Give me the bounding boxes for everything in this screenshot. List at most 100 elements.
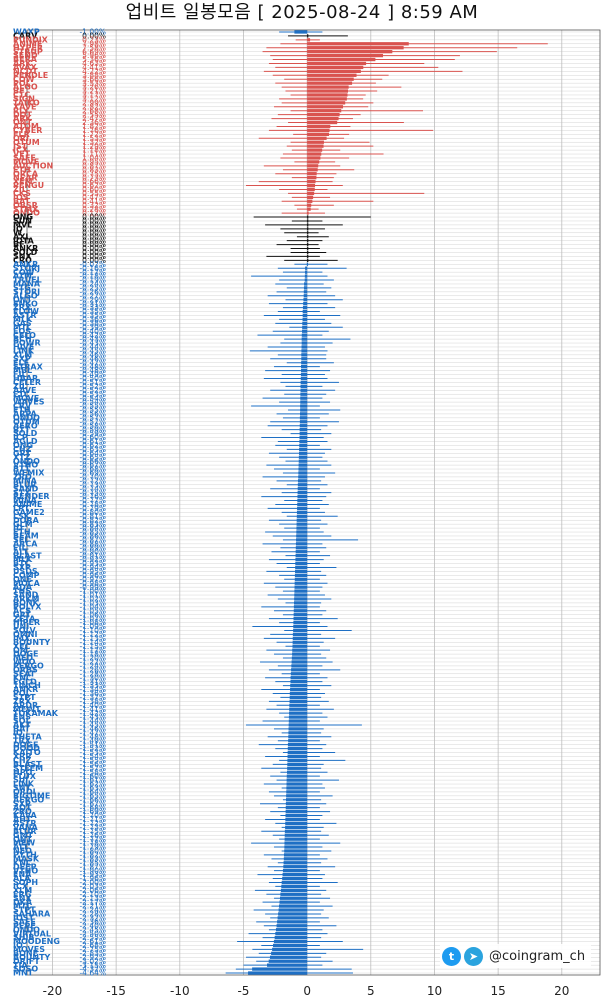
candle-body: [278, 904, 308, 908]
candle-body: [291, 664, 308, 668]
change-label: -0.46%: [79, 350, 106, 359]
ticker-label: SEAT: [13, 669, 36, 678]
candle-body: [288, 739, 308, 743]
ticker-label: SAFE: [13, 917, 36, 926]
change-label: -0.94%: [79, 563, 106, 572]
change-label: -0.42%: [79, 331, 106, 340]
candle-body: [304, 278, 308, 282]
candle-body: [300, 384, 308, 388]
change-label: 0.00%: [82, 236, 106, 245]
ticker-label: ERG: [13, 890, 31, 899]
change-label: -1.41%: [79, 705, 106, 714]
change-label: 4.22%: [82, 67, 106, 76]
candle-body: [275, 932, 308, 936]
ticker-label: BERA: [13, 55, 38, 64]
ticker-label: ZIL: [13, 185, 27, 194]
telegram-icon: ➤: [464, 946, 483, 966]
ticker-label: MEWT: [13, 705, 41, 714]
change-label: -1.82%: [79, 851, 106, 860]
candle-body: [272, 947, 308, 952]
change-label: -1.90%: [79, 866, 106, 875]
candle-body: [291, 656, 308, 660]
ticker-label: CTC: [13, 91, 30, 100]
ticker-label: STORJ: [13, 264, 40, 273]
ticker-label: PENDLE: [13, 71, 48, 80]
ticker-label: STORJ: [13, 287, 40, 296]
change-label: -0.35%: [79, 311, 106, 320]
change-label: 0.47%: [82, 193, 106, 202]
ticker-label: TRUEL: [13, 276, 42, 285]
candle-body: [300, 396, 308, 400]
candle-body: [307, 101, 346, 105]
ticker-label: SUN: [13, 217, 32, 226]
candle-body: [287, 766, 308, 770]
candle-body: [296, 538, 308, 542]
ticker-label: WEMIX: [13, 469, 45, 478]
candle-body: [293, 628, 308, 633]
change-label: -0.68%: [79, 465, 106, 474]
change-label: -1.38%: [79, 697, 106, 706]
change-label: 0.62%: [82, 181, 106, 190]
change-label: -1.45%: [79, 721, 106, 730]
change-label: -3.15%: [79, 961, 106, 970]
change-label: 0.73%: [82, 173, 106, 182]
candle-body: [297, 483, 308, 487]
candle-body: [307, 105, 344, 109]
change-label: 0.83%: [82, 165, 106, 174]
ticker-label: KNC: [13, 858, 32, 867]
candle-body: [278, 908, 308, 912]
ticker-label: STRUP: [13, 47, 43, 56]
ticker-label: SEI: [13, 536, 27, 545]
candle-body: [301, 337, 308, 341]
candle-body: [302, 313, 308, 318]
ticker-label: MINA: [13, 476, 38, 485]
change-label: -1.77%: [79, 835, 106, 844]
ticker-label: AXL: [13, 232, 30, 241]
ticker-label: XLM: [13, 350, 32, 359]
candle-body: [298, 475, 308, 479]
candle-body: [300, 380, 308, 385]
change-label: 0.87%: [82, 161, 106, 170]
change-label: 7.98%: [82, 39, 106, 48]
candle-body: [301, 341, 308, 345]
ticker-label: ADA: [13, 583, 33, 592]
candle-body: [297, 491, 308, 495]
ticker-label: SIGN: [13, 95, 35, 104]
ticker-label: ZRX: [13, 303, 32, 312]
candle-body: [298, 463, 308, 467]
change-label: -1.65%: [79, 791, 106, 800]
change-label: 2.68%: [82, 106, 106, 115]
change-label: -1.64%: [79, 788, 106, 797]
ticker-label: MASK: [13, 854, 40, 863]
candle-body: [307, 183, 316, 188]
ticker-label: FLUX: [13, 772, 37, 781]
change-label: 3.53%: [82, 79, 106, 88]
ticker-label: TAIKO: [13, 98, 40, 107]
ticker-label: STMX: [13, 205, 39, 214]
ticker-label: W: [13, 228, 22, 237]
candle-body: [307, 254, 309, 259]
x-tick-label: 5: [367, 984, 375, 998]
candle-body: [285, 809, 308, 814]
change-label: -0.52%: [79, 386, 106, 395]
change-label: -0.16%: [79, 264, 106, 273]
ticker-label: STEEM: [13, 764, 43, 773]
change-label: -2.61%: [79, 937, 106, 946]
ticker-label: MLK: [13, 315, 33, 324]
change-label: -1.14%: [79, 638, 106, 647]
ticker-label: GLM: [13, 520, 33, 529]
change-label: -1.87%: [79, 862, 106, 871]
candle-body: [304, 274, 308, 278]
change-label: 0.00%: [82, 248, 106, 257]
ticker-label: USDS: [13, 567, 38, 576]
ticker-label: POWR: [13, 339, 41, 348]
candle-body: [288, 731, 308, 735]
candle-body: [290, 672, 308, 676]
candle-body: [285, 817, 308, 822]
change-label: 0.75%: [82, 169, 106, 178]
change-label: 3.17%: [82, 91, 106, 100]
change-label: -0.98%: [79, 579, 106, 588]
candle-body: [307, 116, 339, 121]
ticker-label: ONDO: [13, 209, 40, 218]
change-label: -1.30%: [79, 673, 106, 682]
